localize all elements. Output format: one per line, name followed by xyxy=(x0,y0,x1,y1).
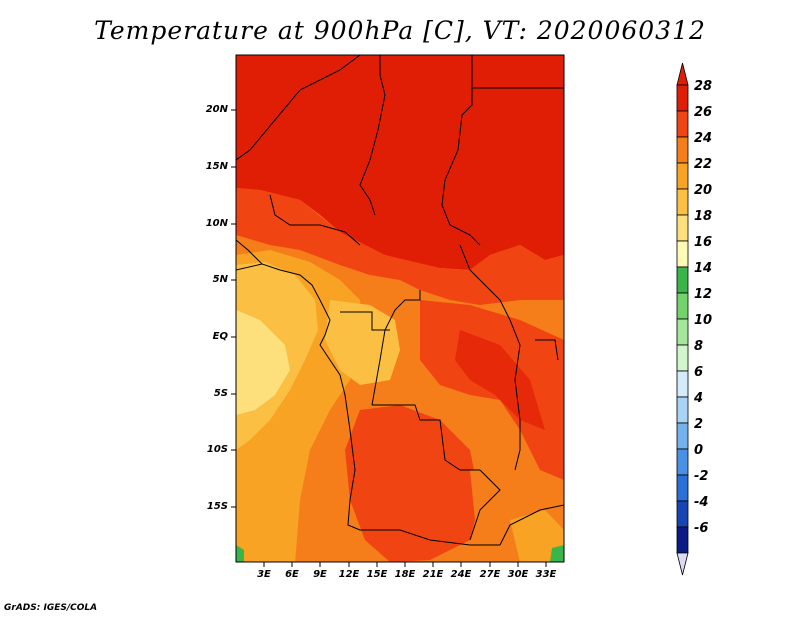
colorbar-swatch xyxy=(676,396,689,424)
colorbar-swatch xyxy=(676,110,689,138)
lat-label: 15N xyxy=(205,161,228,172)
lon-label: 24E xyxy=(450,569,472,580)
lon-ticks xyxy=(263,562,547,567)
colorbar-swatch xyxy=(676,240,689,268)
grads-credit: GrADS: IGES/COLA xyxy=(4,603,98,613)
colorbar-label: 0 xyxy=(694,443,704,458)
lon-label: 18E xyxy=(394,569,416,580)
lon-label: 30E xyxy=(507,569,529,580)
lon-label: 12E xyxy=(338,569,360,580)
colorbar-swatch xyxy=(676,292,689,320)
colorbar-swatch xyxy=(676,136,689,164)
colorbar-label: 16 xyxy=(694,235,713,250)
colorbar-label: 12 xyxy=(694,287,713,302)
lat-label: 10S xyxy=(206,444,228,455)
lat-label: 15S xyxy=(206,501,228,512)
lon-label: 6E xyxy=(285,569,299,580)
temperature-field xyxy=(236,55,564,562)
colorbar xyxy=(676,62,689,576)
lon-label: 9E xyxy=(313,569,327,580)
lat-label: 10N xyxy=(205,218,228,229)
colorbar-label: 2 xyxy=(694,417,704,432)
colorbar-swatch xyxy=(676,318,689,346)
colorbar-label: -4 xyxy=(694,495,709,510)
colorbar-label: 6 xyxy=(694,365,704,380)
colorbar-label: 8 xyxy=(694,339,704,354)
colorbar-swatch xyxy=(676,84,689,112)
colorbar-label: 26 xyxy=(694,105,713,120)
country-borders xyxy=(236,55,564,546)
lon-label: 33E xyxy=(535,569,557,580)
colorbar-swatch xyxy=(676,344,689,372)
colorbar-label: 22 xyxy=(694,157,713,172)
lon-label: 21E xyxy=(422,569,444,580)
colorbar-swatch xyxy=(676,500,689,528)
colorbar-top-cap xyxy=(676,62,689,86)
lat-label: 5N xyxy=(212,274,228,285)
lon-label: 15E xyxy=(366,569,388,580)
colorbar-bottom-cap xyxy=(676,552,689,576)
colorbar-label: 24 xyxy=(694,131,713,146)
colorbar-swatch xyxy=(676,188,689,216)
colorbar-swatch xyxy=(676,214,689,242)
lat-label: EQ xyxy=(212,331,228,342)
colorbar-swatch xyxy=(676,370,689,398)
lat-label: 20N xyxy=(205,104,228,115)
lat-ticks xyxy=(231,109,236,508)
colorbar-label: -6 xyxy=(694,521,709,536)
colorbar-label: 4 xyxy=(694,391,704,406)
colorbar-label: 20 xyxy=(694,183,713,198)
colorbar-swatch xyxy=(676,474,689,502)
colorbar-label: 28 xyxy=(694,79,713,94)
colorbar-label: 10 xyxy=(694,313,713,328)
colorbar-swatch xyxy=(676,526,689,554)
lon-label: 3E xyxy=(257,569,271,580)
colorbar-swatch xyxy=(676,266,689,294)
colorbar-label: 18 xyxy=(694,209,713,224)
colorbar-label: -2 xyxy=(694,469,709,484)
colorbar-swatch xyxy=(676,162,689,190)
lat-label: 5S xyxy=(213,388,228,399)
colorbar-label: 14 xyxy=(694,261,713,276)
colorbar-swatch xyxy=(676,422,689,450)
map-title: Temperature at 900hPa [C], VT: 202006031… xyxy=(94,16,706,45)
colorbar-swatch xyxy=(676,448,689,476)
lon-label: 27E xyxy=(479,569,501,580)
map-frame xyxy=(235,54,565,563)
